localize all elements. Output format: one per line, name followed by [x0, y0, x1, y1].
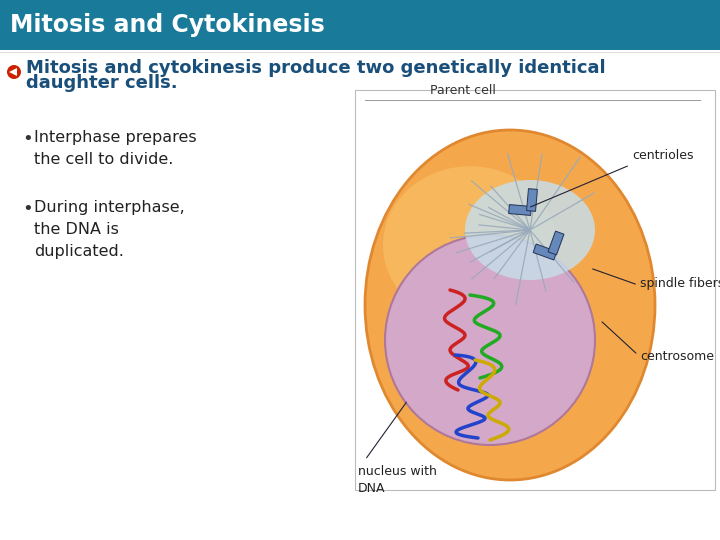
- Circle shape: [7, 65, 21, 79]
- Bar: [355, 90, 715, 490]
- Text: Interphase prepares
the cell to divide.: Interphase prepares the cell to divide.: [34, 130, 197, 167]
- Text: daughter cells.: daughter cells.: [26, 74, 178, 92]
- Text: •: •: [22, 200, 32, 218]
- Text: Parent cell: Parent cell: [430, 84, 496, 97]
- FancyBboxPatch shape: [533, 244, 557, 260]
- Ellipse shape: [465, 180, 595, 280]
- Ellipse shape: [365, 130, 655, 480]
- Text: centrosome: centrosome: [640, 350, 714, 363]
- Text: During interphase,
the DNA is
duplicated.: During interphase, the DNA is duplicated…: [34, 200, 185, 259]
- Ellipse shape: [385, 235, 595, 445]
- Text: nucleus with
DNA: nucleus with DNA: [358, 465, 437, 495]
- Text: Mitosis and Cytokinesis: Mitosis and Cytokinesis: [10, 13, 325, 37]
- Ellipse shape: [383, 166, 557, 324]
- Text: centrioles: centrioles: [632, 149, 693, 162]
- Polygon shape: [9, 68, 17, 76]
- Text: •: •: [22, 130, 32, 148]
- Text: Mitosis and cytokinesis produce two genetically identical: Mitosis and cytokinesis produce two gene…: [26, 59, 606, 77]
- FancyBboxPatch shape: [508, 205, 531, 215]
- Text: spindle fibers: spindle fibers: [640, 276, 720, 289]
- Bar: [0, 0, 720, 50]
- FancyBboxPatch shape: [548, 231, 564, 255]
- FancyBboxPatch shape: [526, 188, 537, 211]
